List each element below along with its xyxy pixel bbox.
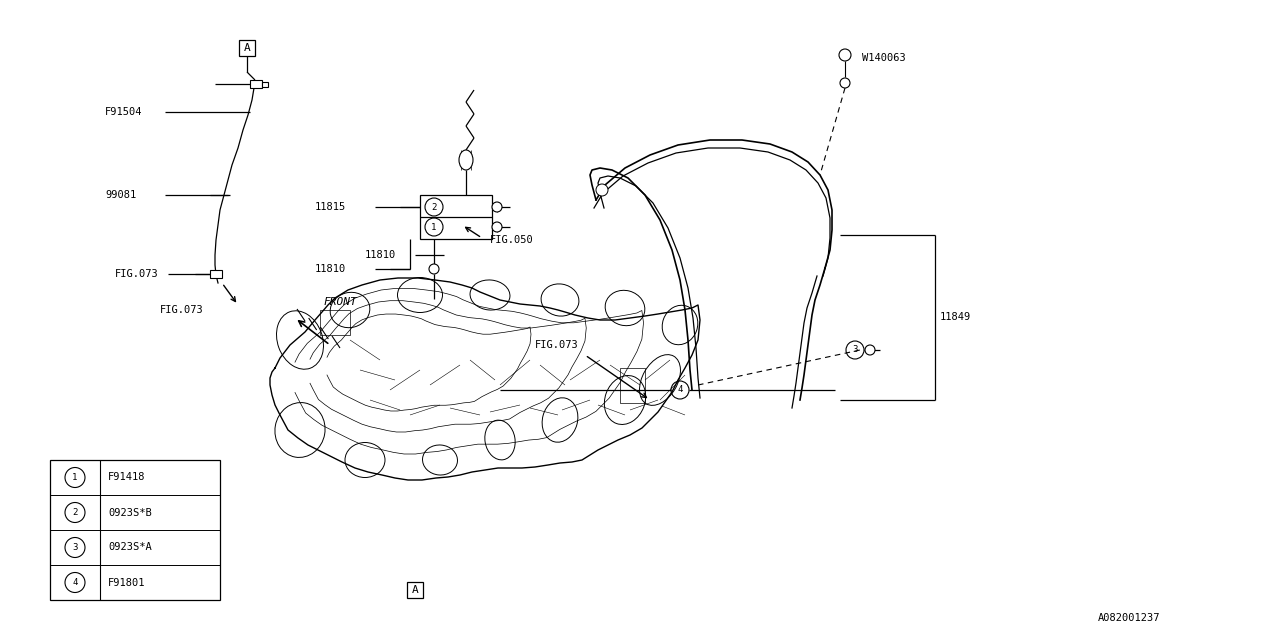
Text: 0923S*A: 0923S*A xyxy=(108,543,152,552)
Text: 11810: 11810 xyxy=(365,250,397,260)
Text: FIG.073: FIG.073 xyxy=(115,269,159,279)
Bar xyxy=(407,582,422,598)
Bar xyxy=(250,80,262,88)
Text: 99081: 99081 xyxy=(105,190,136,200)
Bar xyxy=(239,40,255,56)
Text: 11815: 11815 xyxy=(315,202,347,212)
Bar xyxy=(210,270,221,278)
Text: 11810: 11810 xyxy=(315,264,347,274)
Circle shape xyxy=(492,202,502,212)
Circle shape xyxy=(865,345,876,355)
Bar xyxy=(620,368,645,403)
Bar xyxy=(262,82,268,87)
Ellipse shape xyxy=(460,150,474,170)
Bar xyxy=(420,195,492,239)
Circle shape xyxy=(596,184,608,196)
Text: 2: 2 xyxy=(431,202,436,211)
Text: A: A xyxy=(412,585,419,595)
Circle shape xyxy=(838,49,851,61)
Text: 11849: 11849 xyxy=(940,312,972,323)
Text: A082001237: A082001237 xyxy=(1097,613,1160,623)
Text: F91801: F91801 xyxy=(108,577,146,588)
Text: A: A xyxy=(243,43,251,53)
Text: 1: 1 xyxy=(72,473,78,482)
Text: F91418: F91418 xyxy=(108,472,146,483)
Text: 0923S*B: 0923S*B xyxy=(108,508,152,518)
Text: 3: 3 xyxy=(72,543,78,552)
Text: FIG.073: FIG.073 xyxy=(160,305,204,315)
Text: 2: 2 xyxy=(72,508,78,517)
Circle shape xyxy=(492,222,502,232)
Bar xyxy=(320,310,349,335)
Text: FIG.050: FIG.050 xyxy=(490,235,534,245)
Circle shape xyxy=(429,264,439,274)
Text: 4: 4 xyxy=(72,578,78,587)
Text: FIG.073: FIG.073 xyxy=(535,340,579,350)
Text: F91504: F91504 xyxy=(105,107,142,117)
Circle shape xyxy=(840,78,850,88)
Text: W140063: W140063 xyxy=(861,53,906,63)
Text: 1: 1 xyxy=(431,223,436,232)
Text: 4: 4 xyxy=(677,385,682,394)
Text: FRONT: FRONT xyxy=(323,297,357,307)
Bar xyxy=(50,460,220,600)
Text: 3: 3 xyxy=(852,346,858,355)
